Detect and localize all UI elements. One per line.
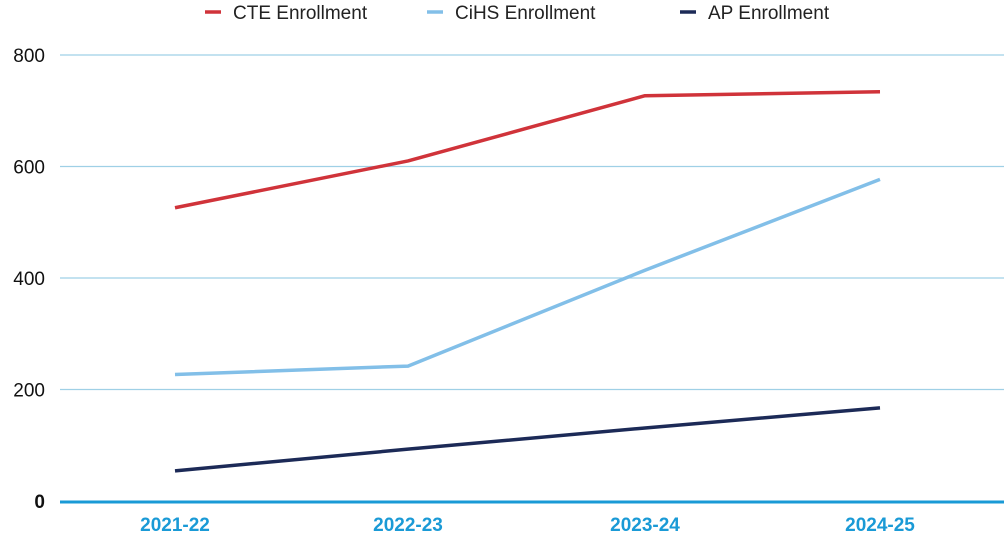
series-line-ap-enrollment — [174, 406, 881, 473]
legend-label: CiHS Enrollment — [455, 3, 596, 24]
y-tick-label: 400 — [13, 269, 45, 290]
y-tick-label: 800 — [13, 46, 45, 67]
y-tick-label: 600 — [13, 158, 45, 179]
x-tick-label: 2021-22 — [140, 515, 210, 536]
y-tick-label: 0 — [34, 492, 45, 513]
legend-label: AP Enrollment — [708, 3, 830, 24]
series-line-cihs-enrollment — [174, 177, 881, 377]
x-tick-label: 2022-23 — [373, 515, 443, 536]
x-tick-label: 2023-24 — [610, 515, 680, 536]
x-tick-label: 2024-25 — [845, 515, 915, 536]
y-tick-label: 200 — [13, 381, 45, 402]
legend-label: CTE Enrollment — [233, 3, 368, 24]
series-line-cte-enrollment — [174, 90, 881, 210]
